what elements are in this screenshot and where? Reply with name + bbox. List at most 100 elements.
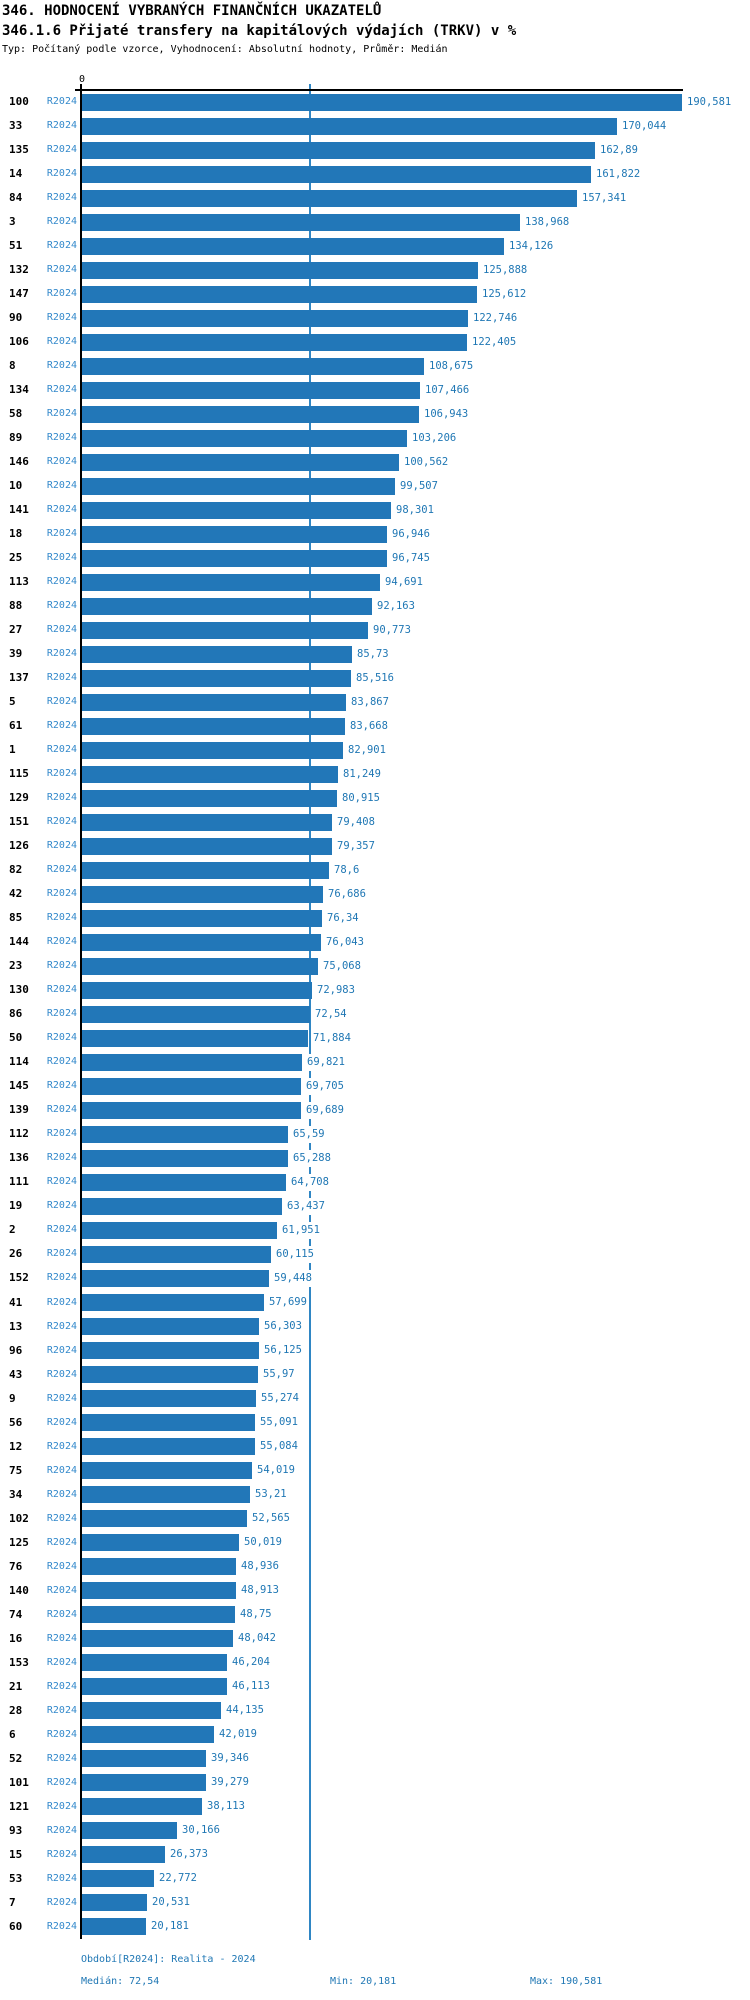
chart-row: 93 R2024 30,166 [0, 1819, 750, 1843]
row-rank-label: 25 [9, 551, 23, 565]
row-rank-label: 51 [9, 239, 23, 253]
chart-row: 85 R2024 76,34 [0, 906, 750, 930]
bar-value-label: 161,822 [594, 165, 643, 183]
row-rank-label: 75 [9, 1463, 23, 1477]
row-rank-label: 12 [9, 1439, 23, 1453]
chart-row: 33 R2024 170,044 [0, 114, 750, 138]
bar [82, 141, 595, 159]
row-period-label: R2024 [46, 1248, 77, 1260]
bar-value-label: 72,983 [315, 981, 357, 999]
bar-value-label: 81,249 [341, 765, 383, 783]
bar-value-label: 42,019 [217, 1726, 259, 1744]
row-period-label: R2024 [46, 720, 77, 732]
row-rank-label: 129 [9, 791, 29, 805]
bar [82, 909, 322, 927]
bar [82, 1654, 227, 1672]
row-period-label: R2024 [46, 1896, 77, 1908]
bar-value-label: 108,675 [427, 357, 476, 375]
bar-value-label: 98,301 [394, 501, 436, 519]
chart-row: 82 R2024 78,6 [0, 858, 750, 882]
bar-value-label: 55,97 [261, 1366, 297, 1384]
bar-value-label: 106,943 [422, 405, 471, 423]
chart-row: 13 R2024 56,303 [0, 1315, 750, 1339]
row-rank-label: 39 [9, 647, 23, 661]
bar [82, 1005, 310, 1023]
chart-row: 43 R2024 55,97 [0, 1363, 750, 1387]
bar [82, 1870, 154, 1888]
chart-row: 130 R2024 72,983 [0, 978, 750, 1002]
bar-value-label: 134,126 [507, 237, 556, 255]
row-rank-label: 93 [9, 1823, 23, 1837]
row-period-label: R2024 [46, 120, 77, 131]
chart-meta-line: Typ: Počítaný podle vzorce, Vyhodnocení:… [2, 44, 448, 55]
bar [82, 741, 343, 759]
row-rank-label: 111 [9, 1175, 29, 1189]
row-rank-label: 5 [9, 695, 16, 709]
bar [82, 1197, 282, 1215]
bar-value-label: 100,562 [402, 453, 451, 471]
row-period-label: R2024 [46, 1080, 77, 1092]
bar-value-label: 48,75 [238, 1606, 274, 1624]
row-period-label: R2024 [46, 1512, 77, 1524]
row-rank-label: 43 [9, 1367, 23, 1381]
row-period-label: R2024 [46, 504, 77, 516]
row-rank-label: 60 [9, 1919, 23, 1933]
bar [82, 1798, 202, 1816]
bar [82, 789, 337, 807]
bar [82, 1221, 277, 1239]
bar-value-label: 79,357 [335, 837, 377, 855]
row-rank-label: 132 [9, 263, 29, 277]
row-rank-label: 96 [9, 1343, 23, 1357]
bar-value-label: 52,565 [250, 1510, 292, 1528]
row-period-label: R2024 [46, 336, 77, 348]
row-rank-label: 88 [9, 599, 23, 613]
bar [82, 93, 682, 111]
bar [82, 669, 351, 687]
bar-value-label: 38,113 [205, 1798, 247, 1816]
row-rank-label: 8 [9, 359, 16, 373]
row-period-label: R2024 [46, 1416, 77, 1428]
chart-row: 151 R2024 79,408 [0, 810, 750, 834]
bar-value-label: 94,691 [383, 573, 425, 591]
bar-value-label: 71,884 [311, 1029, 353, 1047]
chart-row: 51 R2024 134,126 [0, 234, 750, 258]
bar [82, 525, 387, 543]
bar [82, 1101, 301, 1119]
row-period-label: R2024 [46, 168, 77, 180]
row-rank-label: 7 [9, 1895, 16, 1909]
bar [82, 429, 407, 447]
bar-value-label: 72,54 [313, 1005, 349, 1023]
bar [82, 765, 338, 783]
row-rank-label: 23 [9, 959, 23, 973]
chart-row: 129 R2024 80,915 [0, 786, 750, 810]
row-period-label: R2024 [46, 1224, 77, 1236]
row-period-label: R2024 [46, 1392, 77, 1404]
row-rank-label: 21 [9, 1679, 23, 1693]
row-period-label: R2024 [46, 288, 77, 300]
bar [82, 213, 520, 231]
bar-value-label: 57,699 [267, 1294, 309, 1311]
row-period-label: R2024 [46, 1152, 77, 1164]
row-period-label: R2024 [46, 456, 77, 468]
row-period-label: R2024 [46, 1056, 77, 1068]
footer-period-line: Období[R2024]: Realita - 2024 [81, 1954, 256, 1965]
bar-value-label: 83,867 [349, 693, 391, 711]
bar [82, 885, 323, 903]
bar [82, 357, 424, 375]
bar [82, 1918, 146, 1936]
bar [82, 549, 387, 567]
row-period-label: R2024 [46, 1176, 77, 1188]
bar-value-label: 55,091 [258, 1414, 300, 1432]
chart-row: 5 R2024 83,867 [0, 690, 750, 714]
row-period-label: R2024 [46, 960, 77, 972]
row-rank-label: 33 [9, 119, 23, 132]
row-rank-label: 106 [9, 335, 29, 349]
bar-value-label: 107,466 [423, 381, 472, 399]
row-period-label: R2024 [46, 96, 77, 107]
row-period-label: R2024 [46, 576, 77, 588]
row-rank-label: 52 [9, 1751, 23, 1765]
chart-row: 34 R2024 53,21 [0, 1483, 750, 1507]
bar-value-label: 46,204 [230, 1654, 272, 1672]
row-period-label: R2024 [46, 864, 77, 876]
bar [82, 1269, 269, 1287]
